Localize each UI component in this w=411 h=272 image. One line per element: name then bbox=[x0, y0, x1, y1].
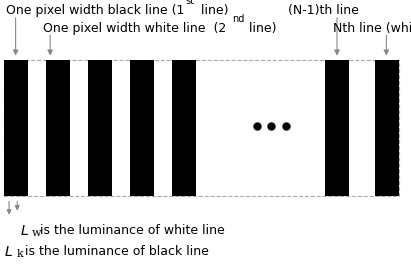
Text: $\it{L}$: $\it{L}$ bbox=[4, 245, 13, 259]
Text: (N-1)th line: (N-1)th line bbox=[288, 4, 358, 17]
Text: Nth line (white: Nth line (white bbox=[333, 22, 411, 35]
Text: is the luminance of white line: is the luminance of white line bbox=[40, 224, 225, 237]
Bar bbox=[4, 60, 28, 196]
Text: One pixel width black line (1: One pixel width black line (1 bbox=[6, 4, 185, 17]
Bar bbox=[172, 60, 196, 196]
Bar bbox=[46, 60, 70, 196]
Text: nd: nd bbox=[232, 14, 245, 24]
Bar bbox=[88, 60, 112, 196]
Text: k: k bbox=[16, 249, 23, 259]
Bar bbox=[375, 60, 399, 196]
Text: line): line) bbox=[197, 4, 229, 17]
Text: line): line) bbox=[245, 22, 276, 35]
Text: is the luminance of black line: is the luminance of black line bbox=[25, 245, 208, 258]
Text: One pixel width white line  (2: One pixel width white line (2 bbox=[43, 22, 226, 35]
Text: $\it{L}$: $\it{L}$ bbox=[20, 224, 29, 238]
Text: st: st bbox=[185, 0, 194, 6]
Bar bbox=[4, 60, 399, 196]
Bar bbox=[325, 60, 349, 196]
Text: w: w bbox=[32, 228, 42, 239]
Bar bbox=[130, 60, 154, 196]
